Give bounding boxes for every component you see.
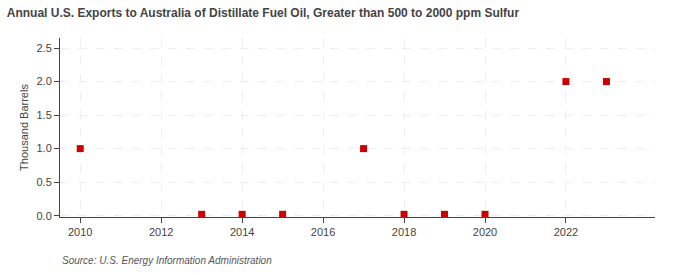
svg-text:2020: 2020 bbox=[473, 226, 497, 238]
svg-text:2012: 2012 bbox=[149, 226, 173, 238]
svg-text:Source: U.S. Energy Informatio: Source: U.S. Energy Information Administ… bbox=[62, 255, 272, 266]
svg-text:1.5: 1.5 bbox=[37, 109, 52, 121]
svg-text:0.0: 0.0 bbox=[37, 210, 52, 222]
svg-text:2018: 2018 bbox=[392, 226, 416, 238]
svg-text:2010: 2010 bbox=[68, 226, 92, 238]
svg-text:2014: 2014 bbox=[230, 226, 254, 238]
svg-text:Annual U.S. Exports to Austral: Annual U.S. Exports to Australia of Dist… bbox=[7, 6, 520, 20]
svg-text:0.5: 0.5 bbox=[37, 176, 52, 188]
svg-text:2.0: 2.0 bbox=[37, 75, 52, 87]
svg-text:2022: 2022 bbox=[554, 226, 578, 238]
svg-text:2016: 2016 bbox=[311, 226, 335, 238]
svg-text:1.0: 1.0 bbox=[37, 142, 52, 154]
svg-text:2.5: 2.5 bbox=[37, 42, 52, 54]
svg-text:Thousand Barrels: Thousand Barrels bbox=[18, 84, 30, 171]
